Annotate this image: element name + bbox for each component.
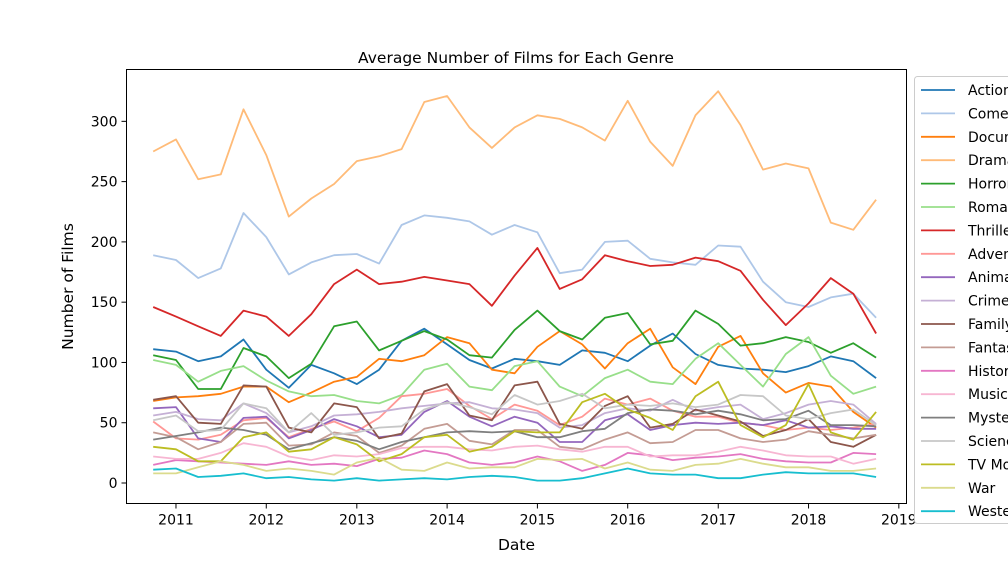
x-tick-label: 2015	[520, 513, 556, 529]
x-tick-label: 2017	[700, 513, 736, 529]
x-tick-label: 2011	[158, 513, 194, 529]
legend-label-mystery: Mystery	[968, 411, 1008, 427]
legend-label-western: Western	[968, 504, 1008, 520]
x-tick-label: 2013	[339, 513, 375, 529]
legend-label-thriller: Thriller	[967, 223, 1008, 239]
legend-label-family: Family	[968, 317, 1008, 333]
x-axis-label: Date	[498, 536, 535, 554]
x-tick-label: 2014	[429, 513, 465, 529]
y-tick-label: 100	[91, 355, 118, 371]
y-axis-label: Number of Films	[59, 223, 77, 350]
legend-label-adventure: Adventure	[968, 247, 1008, 263]
legend-label-tv-movie: TV Movie	[967, 457, 1008, 473]
legend-label-music: Music	[968, 387, 1008, 403]
x-tick-label: 2018	[791, 513, 827, 529]
y-tick-label: 50	[100, 416, 118, 432]
legend-label-history: History	[968, 364, 1008, 380]
y-tick-label: 300	[91, 114, 118, 130]
legend-label-fantasy: Fantasy	[968, 340, 1008, 356]
legend-label-science-fiction: Science Fiction	[968, 434, 1008, 450]
chart-title: Average Number of Films for Each Genre	[358, 49, 674, 67]
y-tick-label: 150	[91, 295, 118, 311]
y-tick-label: 250	[91, 175, 118, 191]
y-tick-label: 200	[91, 235, 118, 251]
legend-label-romance: Romance	[968, 200, 1008, 216]
legend-label-drama: Drama	[968, 153, 1008, 169]
x-tick-label: 2016	[610, 513, 646, 529]
legend-label-crime: Crime	[968, 294, 1008, 310]
x-tick-label: 2012	[248, 513, 284, 529]
legend-label-war: War	[968, 481, 996, 497]
x-tick-label: 2019	[881, 513, 917, 529]
legend-label-animation: Animation	[968, 270, 1008, 286]
legend-label-horror: Horror	[968, 177, 1008, 193]
legend-label-comedy: Comedy	[968, 106, 1008, 122]
y-tick-label: 0	[109, 476, 118, 492]
legend: Action Comedy Documentary Drama Horror Romanc…	[915, 77, 1008, 524]
legend-label-documentary: Documentary	[968, 130, 1008, 146]
legend-label-action: Action	[968, 83, 1008, 99]
